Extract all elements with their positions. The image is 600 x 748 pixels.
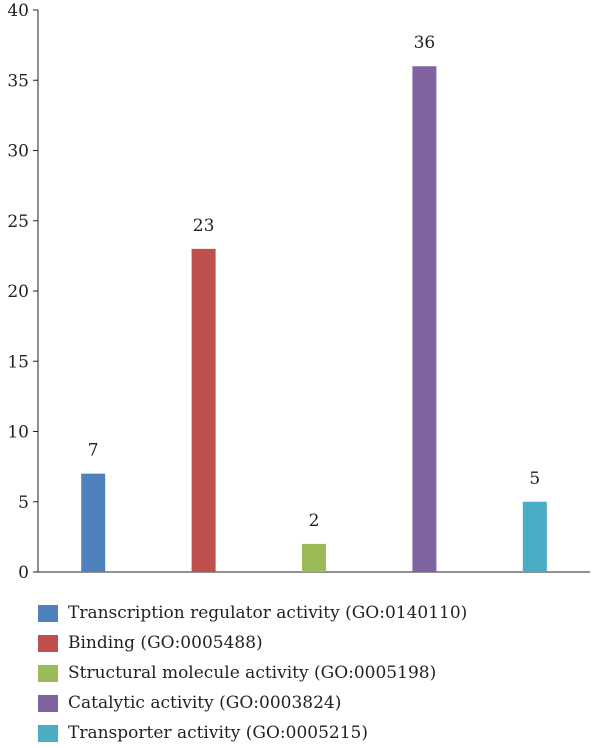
legend-item: Structural molecule activity (GO:0005198… [38,658,467,688]
bar [81,473,106,572]
bars [81,66,547,572]
legend-item: Transporter activity (GO:0005215) [38,718,467,748]
y-tick-label: 35 [7,71,29,91]
legend-label: Transporter activity (GO:0005215) [68,723,368,743]
legend-item: Transcription regulator activity (GO:014… [38,598,467,628]
y-tick-label: 5 [18,493,29,513]
data-labels: 7 23 2 36 5 [88,33,540,531]
data-label: 36 [414,33,436,53]
y-tick-label: 10 [7,423,29,443]
bar [412,66,437,572]
bar-chart: 0 5 10 15 20 25 30 35 40 7 23 2 36 5 [7,1,590,583]
legend-label: Binding (GO:0005488) [68,633,263,653]
legend-swatch [38,724,58,742]
legend-swatch [38,664,58,682]
legend-swatch [38,694,58,712]
legend-item: Binding (GO:0005488) [38,628,467,658]
legend-swatch [38,604,58,622]
data-label: 5 [529,469,540,489]
y-tick-label: 20 [7,282,29,302]
legend-swatch [38,634,58,652]
y-tick-label: 25 [7,212,29,232]
legend-label: Transcription regulator activity (GO:014… [68,603,468,623]
bar [302,543,326,572]
data-label: 2 [309,511,320,531]
y-tick-label: 30 [7,142,29,162]
y-tick-label: 15 [7,352,29,372]
bar [522,501,547,572]
legend-label: Structural molecule activity (GO:0005198… [68,663,437,683]
legend: Transcription regulator activity (GO:014… [38,598,467,748]
y-tick-label: 0 [18,563,29,583]
data-label: 23 [193,216,215,236]
legend-item: Catalytic activity (GO:0003824) [38,688,467,718]
data-label: 7 [88,441,99,461]
legend-label: Catalytic activity (GO:0003824) [68,693,342,713]
y-tick-label: 40 [7,1,29,21]
bar [191,248,216,572]
